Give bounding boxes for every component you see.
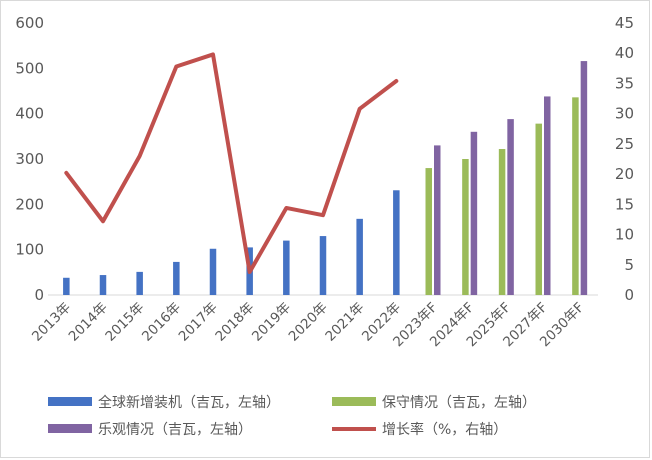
x-axis-ticks: 2013年2014年2015年2016年2017年2018年2019年2020年… — [29, 300, 587, 351]
legend-swatch — [332, 397, 376, 406]
x-tick-label: 2014年 — [66, 300, 111, 345]
right-tick-label: 20 — [615, 165, 634, 183]
x-tick-label: 2013年 — [29, 300, 74, 345]
x-tick-label: 2015年 — [102, 300, 147, 345]
legend-swatch — [48, 397, 92, 406]
bar — [356, 218, 363, 295]
bar — [319, 236, 327, 295]
growth-line — [64, 52, 399, 275]
left-tick-label: 300 — [15, 150, 44, 168]
bar — [470, 131, 478, 295]
bar — [393, 190, 400, 295]
bar — [209, 248, 217, 295]
bar — [136, 271, 143, 295]
right-tick-label: 10 — [615, 226, 634, 244]
legend-label: 乐观情况（吉瓦，左轴） — [98, 422, 252, 438]
left-tick-label: 600 — [15, 14, 44, 32]
growth-rate-line — [64, 52, 399, 275]
bar — [507, 119, 514, 296]
bar — [462, 159, 469, 295]
legend-label: 增长率（%，右轴） — [382, 421, 507, 438]
bar — [572, 97, 579, 295]
x-tick-label: 2021年 — [322, 300, 367, 345]
bar — [498, 149, 506, 295]
x-tick-label: 2020年 — [286, 300, 331, 345]
bar — [63, 277, 70, 295]
bar — [535, 123, 542, 295]
right-tick-label: 25 — [615, 135, 634, 153]
right-tick-label: 45 — [615, 14, 634, 32]
right-tick-label: 40 — [615, 44, 634, 62]
left-tick-label: 0 — [34, 286, 44, 304]
bars — [63, 61, 588, 296]
legend: 全球新增装机（吉瓦，左轴） 保守情况（吉瓦，左轴） 乐观情况（吉瓦，左轴） 增长率（%… — [48, 394, 536, 438]
right-tick-label: 15 — [615, 195, 634, 213]
bar — [544, 96, 551, 295]
left-tick-label: 400 — [15, 105, 44, 123]
left-tick-label: 100 — [15, 241, 44, 259]
x-tick-label: 2018年 — [212, 300, 257, 345]
right-tick-label: 30 — [615, 105, 634, 123]
bar — [580, 61, 588, 295]
bar — [425, 168, 432, 295]
bar — [99, 275, 107, 295]
right-tick-label: 35 — [615, 74, 634, 92]
bar — [434, 145, 441, 295]
legend-label: 保守情况（吉瓦，左轴） — [382, 395, 536, 411]
bar — [173, 261, 180, 295]
left-axis-ticks: 0 100 200 300 400 500 600 — [15, 14, 44, 304]
x-tick-label: 2016年 — [139, 300, 184, 345]
x-tick-label: 2019年 — [249, 300, 294, 345]
left-tick-label: 500 — [15, 59, 44, 77]
right-axis-ticks: 0 5 10 15 20 25 30 35 40 45 — [615, 14, 634, 304]
right-tick-label: 0 — [624, 286, 634, 304]
right-tick-label: 5 — [624, 256, 634, 274]
legend-label: 全球新增装机（吉瓦，左轴） — [98, 394, 280, 411]
bar — [283, 240, 290, 295]
x-tick-label: 2017年 — [176, 300, 221, 345]
left-tick-label: 200 — [15, 195, 44, 213]
legend-swatch — [48, 424, 92, 433]
